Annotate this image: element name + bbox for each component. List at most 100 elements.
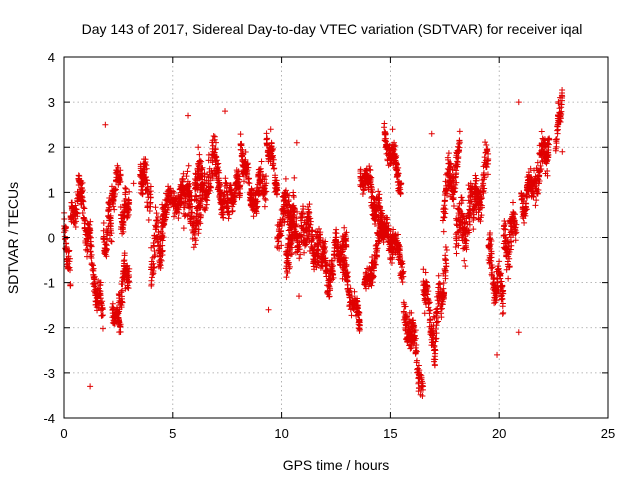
data-point	[195, 161, 202, 168]
data-point	[196, 151, 203, 158]
data-point	[83, 242, 90, 249]
data-point	[222, 179, 229, 186]
data-point	[533, 197, 540, 204]
data-point	[180, 170, 187, 177]
data-point	[538, 128, 545, 135]
data-point	[501, 222, 508, 229]
data-point	[137, 189, 144, 196]
data-point	[203, 201, 210, 208]
data-point	[273, 190, 280, 197]
data-point	[84, 253, 91, 260]
data-point	[183, 173, 190, 180]
data-point	[211, 136, 218, 143]
data-point	[293, 139, 300, 146]
data-point	[118, 215, 125, 222]
data-point	[500, 309, 507, 316]
data-point	[184, 187, 191, 194]
y-tick-labels: -4 -3 -2 -1 0 1 2 3 4	[43, 50, 55, 426]
data-point	[197, 202, 204, 209]
data-point	[177, 198, 184, 205]
data-point	[499, 310, 506, 317]
data-point	[109, 300, 116, 307]
data-point	[494, 351, 501, 358]
data-point	[225, 215, 232, 222]
data-point	[87, 229, 94, 236]
data-point	[389, 126, 396, 133]
data-point	[192, 237, 199, 244]
data-point	[100, 219, 107, 226]
data-point	[269, 152, 276, 159]
data-point	[252, 207, 259, 214]
data-point	[123, 186, 130, 193]
data-point	[263, 136, 270, 143]
data-point	[510, 199, 517, 206]
data-point	[85, 221, 92, 228]
data-point	[110, 187, 117, 194]
data-point	[140, 166, 147, 173]
data-point	[81, 225, 88, 232]
data-point	[98, 306, 105, 313]
data-point	[261, 185, 268, 192]
data-point	[270, 165, 277, 172]
x-tick-label: 25	[601, 426, 615, 441]
data-point	[274, 244, 281, 251]
data-point	[184, 191, 191, 198]
data-points	[61, 87, 566, 400]
data-point	[482, 139, 489, 146]
data-point	[194, 186, 201, 193]
data-point	[265, 147, 272, 154]
data-point	[431, 362, 438, 369]
data-point	[126, 188, 133, 195]
data-point	[252, 192, 259, 199]
y-tick-label: -4	[43, 411, 55, 426]
data-point	[440, 228, 447, 235]
data-point	[221, 199, 228, 206]
data-point	[484, 171, 491, 178]
data-point	[220, 192, 227, 199]
data-point	[258, 158, 265, 165]
data-point	[366, 166, 373, 173]
data-point	[108, 238, 115, 245]
data-point	[126, 273, 133, 280]
data-point	[119, 299, 126, 306]
data-point	[108, 237, 115, 244]
data-point	[439, 217, 446, 224]
data-point	[435, 318, 442, 325]
data-point	[130, 180, 137, 187]
data-point	[153, 210, 160, 217]
data-point	[554, 126, 561, 133]
data-point	[150, 239, 157, 246]
data-point	[486, 235, 493, 242]
data-point	[109, 306, 116, 313]
data-point	[209, 139, 216, 146]
data-point	[117, 226, 124, 233]
data-point	[87, 383, 94, 390]
data-point	[101, 247, 108, 254]
data-point	[115, 316, 122, 323]
data-point	[175, 215, 182, 222]
data-point	[61, 233, 68, 240]
data-point	[204, 189, 211, 196]
data-point	[89, 262, 96, 269]
data-point	[116, 179, 123, 186]
data-point	[117, 203, 124, 210]
data-point	[218, 200, 225, 207]
data-point	[88, 255, 95, 262]
data-point	[65, 248, 72, 255]
data-point	[229, 207, 236, 214]
data-point	[97, 290, 104, 297]
data-point	[428, 130, 435, 137]
data-point	[359, 190, 366, 197]
data-point	[63, 255, 70, 262]
data-point	[436, 280, 443, 287]
data-point	[111, 206, 118, 213]
data-point	[147, 194, 154, 201]
data-point	[149, 254, 156, 261]
data-point	[100, 236, 107, 243]
data-point	[442, 255, 449, 262]
data-point	[254, 181, 261, 188]
data-point	[155, 229, 162, 236]
x-tick-labels: 0 5 10 15 20 25	[60, 426, 615, 441]
data-point	[215, 167, 222, 174]
data-point	[121, 204, 128, 211]
